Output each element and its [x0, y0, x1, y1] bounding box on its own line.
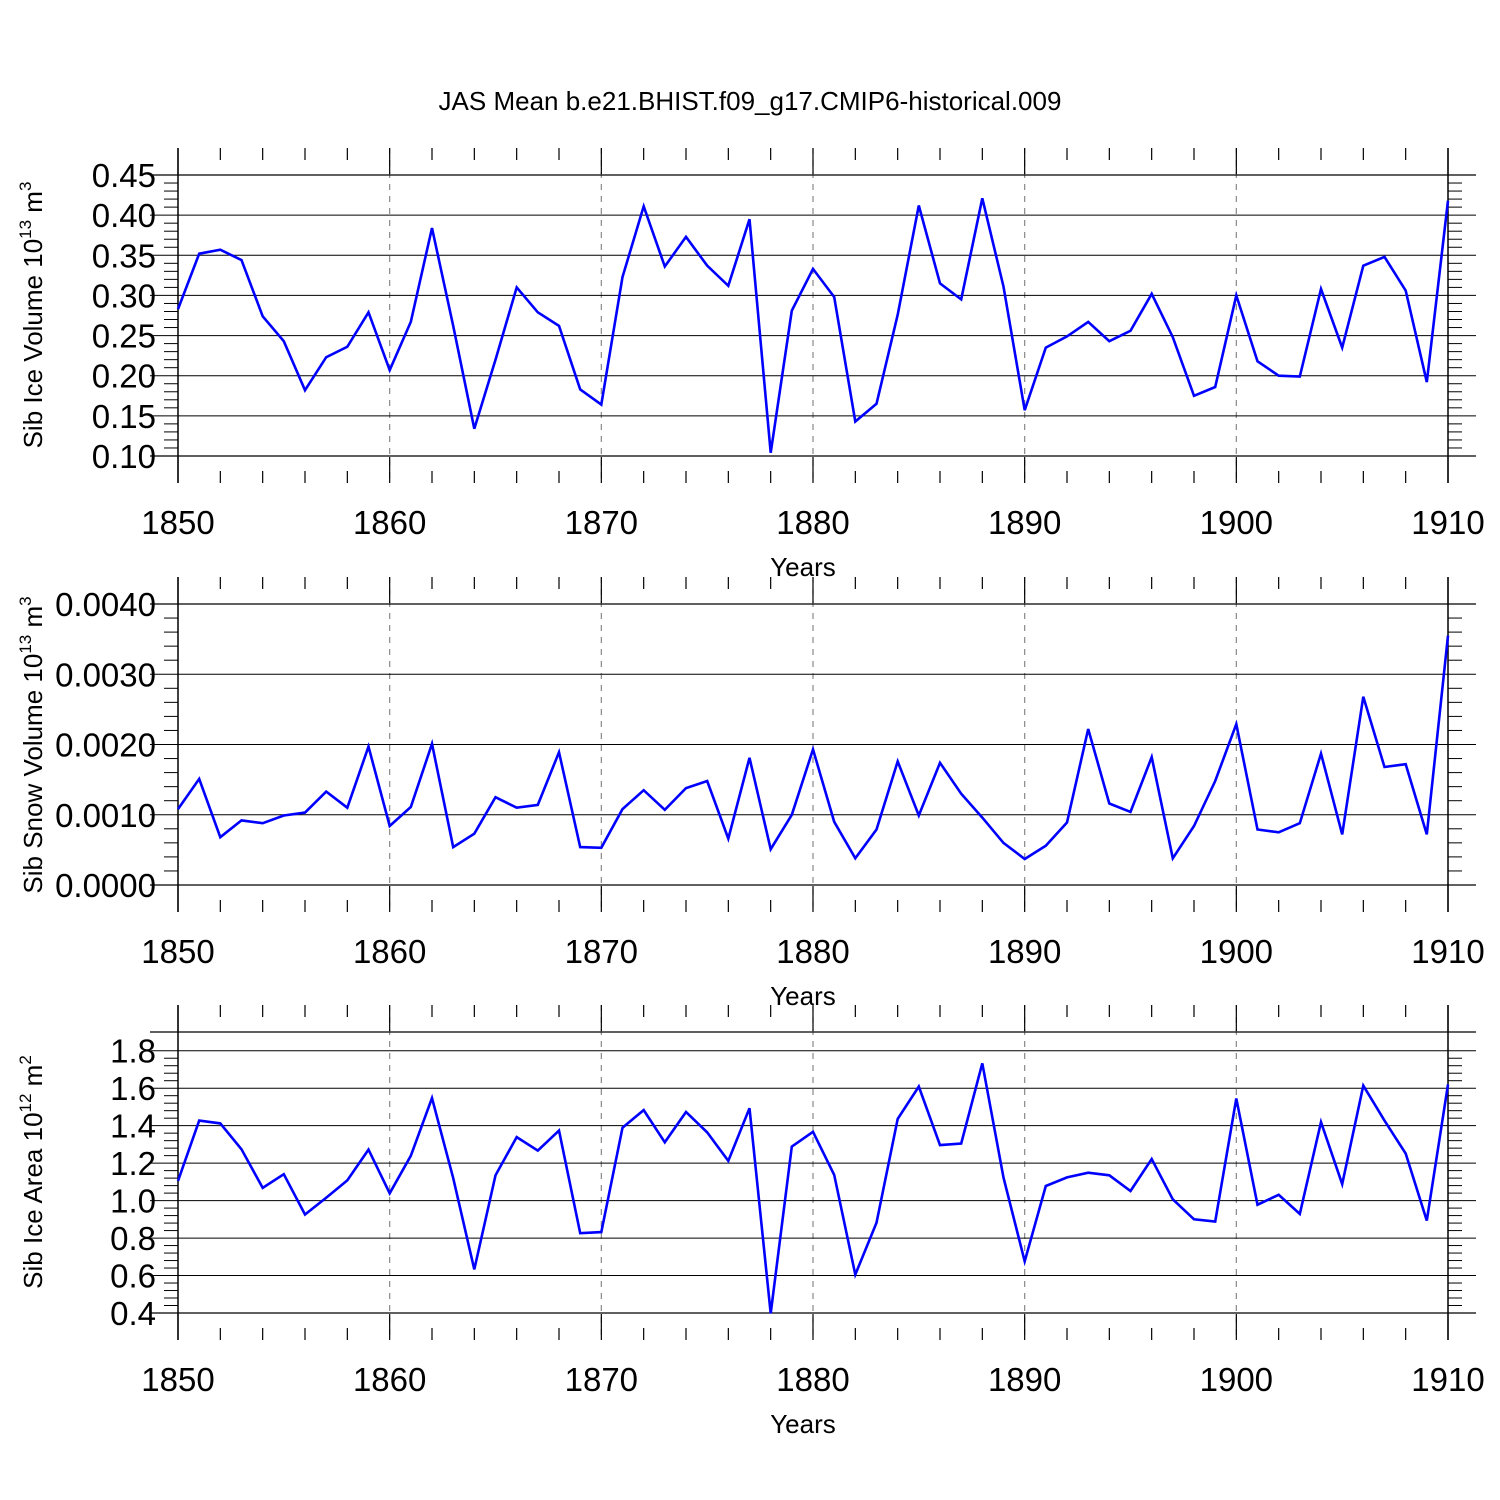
y-tick-label: 0.40 [92, 197, 156, 234]
x-tick-label: 1870 [565, 933, 638, 970]
x-tick-label: 1860 [353, 504, 426, 541]
x-tick-label: 1870 [565, 504, 638, 541]
figure-title: JAS Mean b.e21.BHIST.f09_g17.CMIP6-histo… [438, 86, 1062, 116]
x-axis-label: Years [770, 981, 836, 1011]
x-tick-label: 1880 [776, 1361, 849, 1398]
y-tick-label: 0.10 [92, 438, 156, 475]
y-tick-label: 1.0 [110, 1183, 156, 1220]
x-tick-label: 1910 [1411, 933, 1484, 970]
y-tick-label: 0.25 [92, 318, 156, 355]
x-tick-label: 1900 [1200, 504, 1273, 541]
y-tick-label: 1.4 [110, 1108, 156, 1145]
x-tick-label: 1880 [776, 933, 849, 970]
y-tick-label: 1.6 [110, 1070, 156, 1107]
x-tick-label: 1890 [988, 1361, 1061, 1398]
panel-snow-volume: 1850 1860 1870 1880 1890 1900 1910 Years 0.0000 0… [16, 577, 1485, 1011]
x-tick-label: 1850 [141, 504, 214, 541]
y-axis-label: Sib Snow Volume 1013 m3 [16, 596, 48, 893]
y-tick-label: 0.0000 [55, 867, 156, 904]
x-tick-label: 1850 [141, 1361, 214, 1398]
y-tick-label: 0.0040 [55, 586, 156, 623]
x-tick-label: 1910 [1411, 1361, 1484, 1398]
y-tick-label: 1.2 [110, 1145, 156, 1182]
x-tick-label: 1900 [1200, 933, 1273, 970]
y-tick-label: 0.0030 [55, 656, 156, 693]
x-axis-label: Years [770, 1409, 836, 1439]
y-tick-label: 0.0010 [55, 797, 156, 834]
y-tick-label: 0.30 [92, 277, 156, 314]
y-tick-label: 0.6 [110, 1258, 156, 1295]
panel-ice-area: 1850 1860 1870 1880 1890 1900 1910 Years 0.40.60… [16, 1005, 1485, 1439]
y-axis-label: Sib Ice Area 1012 m2 [16, 1055, 48, 1289]
series-line [176, 1062, 1450, 1314]
x-tick-label: 1850 [141, 933, 214, 970]
y-tick-label: 1.8 [110, 1033, 156, 1070]
x-tick-label: 1900 [1200, 1361, 1273, 1398]
x-tick-label: 1860 [353, 1361, 426, 1398]
y-tick-label: 0.4 [110, 1295, 156, 1332]
x-axis-label: Years [770, 552, 836, 582]
x-tick-label: 1910 [1411, 504, 1484, 541]
series-line [176, 197, 1450, 453]
y-tick-label: 0.20 [92, 358, 156, 395]
panel-ice-volume: 1850 1860 1870 1880 1890 1900 1910 Years 0.100.1… [16, 148, 1485, 582]
y-tick-label: 0.45 [92, 157, 156, 194]
x-tick-label: 1860 [353, 933, 426, 970]
y-axis-label: Sib Ice Volume 1013 m3 [16, 182, 48, 449]
y-tick-label: 0.35 [92, 237, 156, 274]
x-tick-label: 1880 [776, 504, 849, 541]
y-tick-label: 0.8 [110, 1220, 156, 1257]
x-tick-label: 1890 [988, 933, 1061, 970]
y-tick-label: 0.0020 [55, 727, 156, 764]
y-tick-label: 0.15 [92, 398, 156, 435]
series-line [176, 635, 1450, 862]
x-tick-label: 1890 [988, 504, 1061, 541]
x-tick-label: 1870 [565, 1361, 638, 1398]
